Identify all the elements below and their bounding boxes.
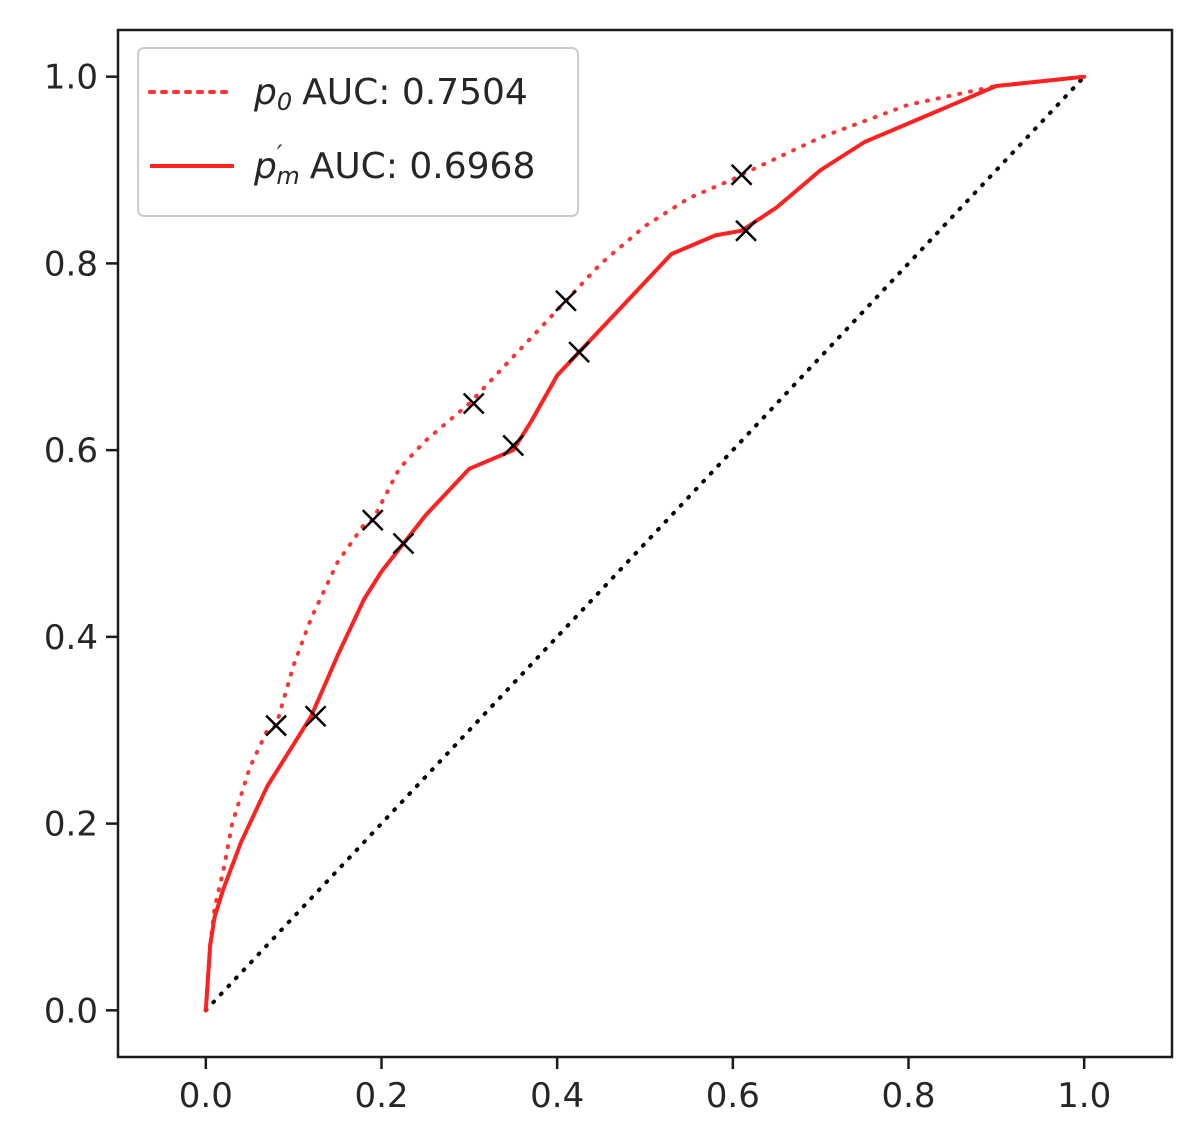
legend-text-pm: AUC: 0.6968 bbox=[310, 146, 536, 187]
x-tick-label: 0.2 bbox=[354, 1076, 408, 1116]
legend-frame bbox=[137, 47, 579, 217]
legend-subscript-pm: m bbox=[276, 162, 299, 190]
legend: p0 AUC: 0.7504 p′ m AUC: 0.6968 bbox=[137, 47, 579, 217]
x-marker bbox=[568, 341, 591, 363]
x-marker bbox=[555, 289, 577, 312]
series-line-p0 bbox=[203, 74, 1087, 1013]
y-tick-label: 0.2 bbox=[44, 805, 98, 845]
y-tick-label: 0.0 bbox=[44, 991, 98, 1031]
marker-layer bbox=[265, 163, 757, 737]
legend-subscript-p0: 0 bbox=[277, 88, 292, 116]
x-marker bbox=[265, 714, 287, 737]
series-line-pm bbox=[203, 74, 1087, 1013]
x-tick-label: 0.6 bbox=[706, 1076, 760, 1116]
y-tick-label: 0.8 bbox=[44, 244, 98, 284]
x-tick-label: 0.4 bbox=[530, 1076, 584, 1116]
x-marker bbox=[502, 434, 525, 457]
legend-symbol-pm: p bbox=[253, 146, 277, 187]
x-tick-label: 0.0 bbox=[179, 1076, 233, 1116]
legend-label-p0: p0 AUC: 0.7504 bbox=[253, 72, 528, 116]
legend-text-p0: AUC: 0.7504 bbox=[302, 72, 528, 113]
x-marker bbox=[392, 532, 415, 555]
series-line-chance bbox=[203, 74, 1087, 1013]
data-layer bbox=[203, 74, 1087, 1013]
legend-superscript-pm: ′ bbox=[277, 140, 283, 168]
x-tick-label: 1.0 bbox=[1057, 1076, 1111, 1116]
legend-symbol-p0: p bbox=[253, 72, 277, 113]
axes-frame bbox=[116, 28, 1174, 1059]
x-marker bbox=[735, 219, 757, 242]
x-marker bbox=[304, 705, 327, 728]
y-tick-label: 1.0 bbox=[44, 58, 98, 98]
x-marker bbox=[462, 392, 485, 415]
y-tick-label: 0.6 bbox=[44, 431, 98, 471]
x-marker bbox=[730, 163, 753, 186]
x-tick-label: 0.8 bbox=[881, 1076, 935, 1116]
axes-layer: 0.0 0.2 0.4 0.6 0.8 1.0 0.0 0.2 0.4 0.6 0.8 1.0 bbox=[44, 28, 1174, 1116]
y-tick-label: 0.4 bbox=[44, 618, 98, 658]
legend-label-pm: p′ m AUC: 0.6968 bbox=[253, 140, 535, 190]
x-marker bbox=[361, 509, 384, 532]
